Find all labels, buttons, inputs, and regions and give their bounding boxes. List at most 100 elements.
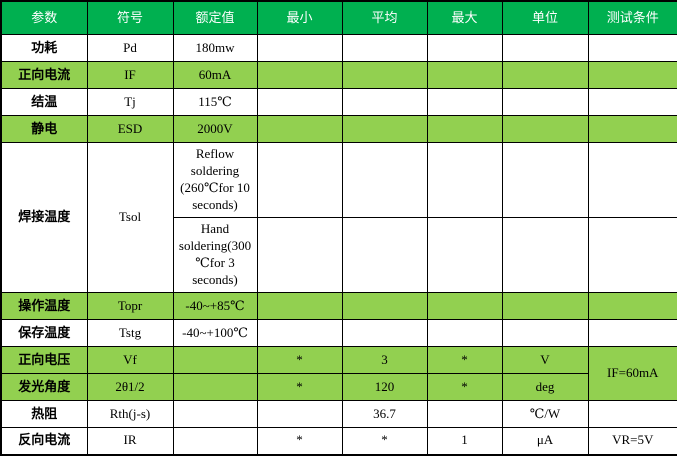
cell-param: 操作温度 xyxy=(0,292,88,320)
cell-rated: -40~+85℃ xyxy=(172,292,258,320)
cell-max xyxy=(426,319,503,347)
cell-max: * xyxy=(426,346,503,374)
cell-max: * xyxy=(426,373,503,401)
header-rated-value: 额定值 xyxy=(172,0,258,35)
cell-avg xyxy=(341,115,428,143)
cell-symbol: Rth(j-s) xyxy=(86,400,174,428)
header-max: 最大 xyxy=(426,0,503,35)
cell-avg xyxy=(341,34,428,62)
cell-avg xyxy=(341,292,428,320)
cell-rated: 2000V xyxy=(172,115,258,143)
cell-avg: 36.7 xyxy=(341,400,428,428)
cell-unit xyxy=(501,142,589,218)
cell-max: 1 xyxy=(426,427,503,455)
cell-avg: * xyxy=(341,427,428,455)
cell-unit: deg xyxy=(501,373,589,401)
cell-min: * xyxy=(256,373,343,401)
cell-condition xyxy=(587,88,677,116)
header-parameter: 参数 xyxy=(0,0,88,35)
cell-rated: 60mA xyxy=(172,61,258,89)
cell-symbol: 2θ1/2 xyxy=(86,373,174,401)
cell-unit xyxy=(501,34,589,62)
cell-condition xyxy=(587,142,677,218)
cell-condition xyxy=(587,115,677,143)
cell-condition xyxy=(587,400,677,428)
cell-param: 正向电流 xyxy=(0,61,88,89)
row-soldering-hand: Hand soldering(300℃for 3 seconds) xyxy=(1,217,677,293)
cell-rated: -40~+100℃ xyxy=(172,319,258,347)
cell-condition: IF=60mA xyxy=(587,346,677,401)
cell-min xyxy=(256,61,343,89)
cell-condition xyxy=(587,319,677,347)
cell-min: * xyxy=(256,427,343,455)
cell-max xyxy=(426,115,503,143)
cell-max xyxy=(426,400,503,428)
cell-param: 结温 xyxy=(0,88,88,116)
cell-symbol: Tstg xyxy=(86,319,174,347)
cell-max xyxy=(426,34,503,62)
cell-max xyxy=(426,142,503,218)
cell-symbol: Pd xyxy=(86,34,174,62)
row-soldering-reflow: 焊接温度 Tsol Reflow soldering (260℃for 10 s… xyxy=(0,142,677,293)
cell-symbol: Vf xyxy=(86,346,174,374)
cell-unit xyxy=(501,319,589,347)
cell-min xyxy=(256,142,343,218)
cell-symbol: IF xyxy=(86,61,174,89)
cell-min xyxy=(256,115,343,143)
cell-condition: VR=5V xyxy=(587,427,677,455)
row-viewing-angle: 发光角度 2θ1/2 * 120 * deg xyxy=(0,373,677,401)
cell-param: 正向电压 xyxy=(0,346,88,374)
cell-rated xyxy=(172,346,258,374)
cell-symbol: ESD xyxy=(86,115,174,143)
cell-min xyxy=(256,319,343,347)
cell-max xyxy=(426,88,503,116)
row-forward-voltage: 正向电压 Vf * 3 * V IF=60mA xyxy=(0,346,677,401)
header-avg: 平均 xyxy=(341,0,428,35)
cell-rated xyxy=(172,427,258,455)
cell-unit xyxy=(501,292,589,320)
cell-unit: V xyxy=(501,346,589,374)
row-forward-current: 正向电流 IF 60mA xyxy=(0,61,677,89)
cell-unit: μA xyxy=(501,427,589,455)
cell-symbol: Tj xyxy=(86,88,174,116)
cell-symbol: Tsol xyxy=(86,142,174,293)
cell-condition xyxy=(587,292,677,320)
cell-rated xyxy=(172,400,258,428)
cell-min xyxy=(256,88,343,116)
cell-symbol: IR xyxy=(86,427,174,455)
cell-min: * xyxy=(256,346,343,374)
cell-avg xyxy=(341,319,428,347)
cell-param: 焊接温度 xyxy=(0,142,88,293)
cell-symbol: Topr xyxy=(86,292,174,320)
cell-unit: ℃/W xyxy=(501,400,589,428)
cell-max xyxy=(426,61,503,89)
cell-avg: 3 xyxy=(341,346,428,374)
cell-rated-reflow: Reflow soldering (260℃for 10 seconds) xyxy=(172,142,258,218)
cell-rated-hand: Hand soldering(300℃for 3 seconds) xyxy=(172,217,258,293)
header-test-condition: 测试条件 xyxy=(587,0,677,35)
row-reverse-current: 反向电流 IR * * 1 μA VR=5V xyxy=(0,427,677,455)
cell-max xyxy=(426,217,503,293)
cell-min xyxy=(256,400,343,428)
cell-max xyxy=(426,292,503,320)
cell-avg xyxy=(341,61,428,89)
cell-min xyxy=(256,34,343,62)
cell-param: 静电 xyxy=(0,115,88,143)
cell-rated: 115℃ xyxy=(172,88,258,116)
cell-param: 反向电流 xyxy=(0,427,88,455)
header-unit: 单位 xyxy=(501,0,589,35)
cell-avg xyxy=(341,88,428,116)
cell-avg xyxy=(341,142,428,218)
cell-condition xyxy=(587,217,677,293)
cell-min xyxy=(256,217,343,293)
header-min: 最小 xyxy=(256,0,343,35)
cell-unit xyxy=(501,115,589,143)
cell-min xyxy=(256,292,343,320)
header-row: 参数 符号 额定值 最小 平均 最大 单位 测试条件 xyxy=(0,0,677,35)
cell-param: 功耗 xyxy=(0,34,88,62)
cell-condition xyxy=(587,34,677,62)
cell-avg: 120 xyxy=(341,373,428,401)
row-operating-temperature: 操作温度 Topr -40~+85℃ xyxy=(0,292,677,320)
